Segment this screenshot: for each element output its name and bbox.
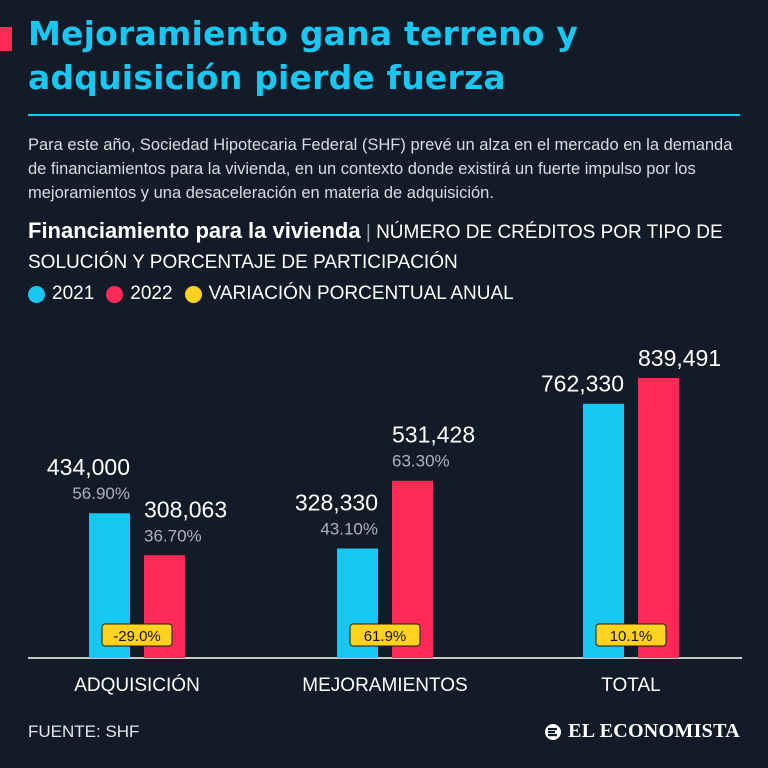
category-label-mejoramientos: MEJORAMIENTOS — [302, 675, 467, 696]
legend-item-2021: 2021 — [28, 283, 94, 305]
legend-dot-2022 — [106, 285, 124, 303]
value-label-2022-total: 839,491 — [638, 345, 721, 371]
source-note: FUENTE: SHF — [28, 722, 140, 741]
legend-item-2022: 2022 — [106, 283, 173, 305]
category-label-adquisicin: ADQUISICIÓN — [74, 674, 200, 696]
brand-e-icon — [545, 723, 562, 740]
value-label-2021-mejoramientos: 328,330 — [295, 489, 378, 515]
variation-badge-adquisicin — [101, 623, 173, 647]
value-label-2021-adquisicin: 434,000 — [47, 454, 130, 480]
value-label-2022-adquisicin: 308,063 — [144, 496, 227, 522]
bar-2021-total — [583, 403, 624, 658]
brand-logo: EL ECONOMISTA — [544, 720, 740, 743]
bar-chart: 434,000 56.90% 308,063 36.70% -29.0% ADQUISIC… — [28, 345, 742, 696]
share-label-2022-adquisicin: 36.70% — [144, 526, 202, 545]
title-accent-bar — [0, 27, 12, 51]
legend-label-2021: 2021 — [52, 283, 95, 304]
share-label-2021-mejoramientos: 43.10% — [320, 519, 378, 538]
legend-item-variation: VARIACIÓN PORCENTUAL ANUAL — [184, 283, 514, 305]
legend-dot-2021 — [28, 285, 45, 303]
subtitle-separator: | — [365, 222, 371, 243]
subtitle-strong: Financiamiento para la vivienda — [28, 218, 361, 243]
title-divider — [28, 114, 740, 116]
variation-label-mejoramientos: 61.9% — [364, 628, 407, 645]
subtitle-rest: NÚMERO DE CRÉDITOS POR TIPO DE SOLUCIÓN … — [28, 222, 723, 273]
intro-paragraph: Para este año, Sociedad Hipotecaria Fede… — [28, 136, 733, 202]
value-label-2021-total: 762,330 — [541, 371, 624, 397]
variation-label-total: 10.1% — [610, 628, 653, 645]
legend-label-2022: 2022 — [130, 283, 173, 304]
title-line-2: adquisición pierde fuerza — [28, 58, 506, 97]
chart-legend: 2021 2022 VARIACIÓN PORCENTUAL ANUAL — [28, 281, 526, 307]
category-label-total: TOTAL — [601, 675, 660, 696]
chart-subtitle: Financiamiento para la vivienda | NÚMERO… — [28, 216, 748, 278]
legend-label-variation: VARIACIÓN PORCENTUAL ANUAL — [208, 283, 514, 304]
variation-badge-total — [595, 623, 667, 647]
share-label-2021-adquisicin: 56.90% — [72, 484, 130, 503]
variation-label-adquisicin: -29.0% — [113, 628, 161, 645]
page-title: Mejoramiento gana terreno y adquisición … — [28, 12, 748, 100]
brand-name: EL ECONOMISTA — [568, 720, 740, 742]
share-label-2022-mejoramientos: 63.30% — [392, 452, 450, 471]
legend-dot-variation — [184, 285, 202, 303]
variation-badge-mejoramientos — [349, 623, 421, 647]
title-line-1: Mejoramiento gana terreno y — [28, 14, 579, 53]
value-label-2022-mejoramientos: 531,428 — [392, 422, 475, 448]
bar-2022-total — [638, 378, 679, 658]
